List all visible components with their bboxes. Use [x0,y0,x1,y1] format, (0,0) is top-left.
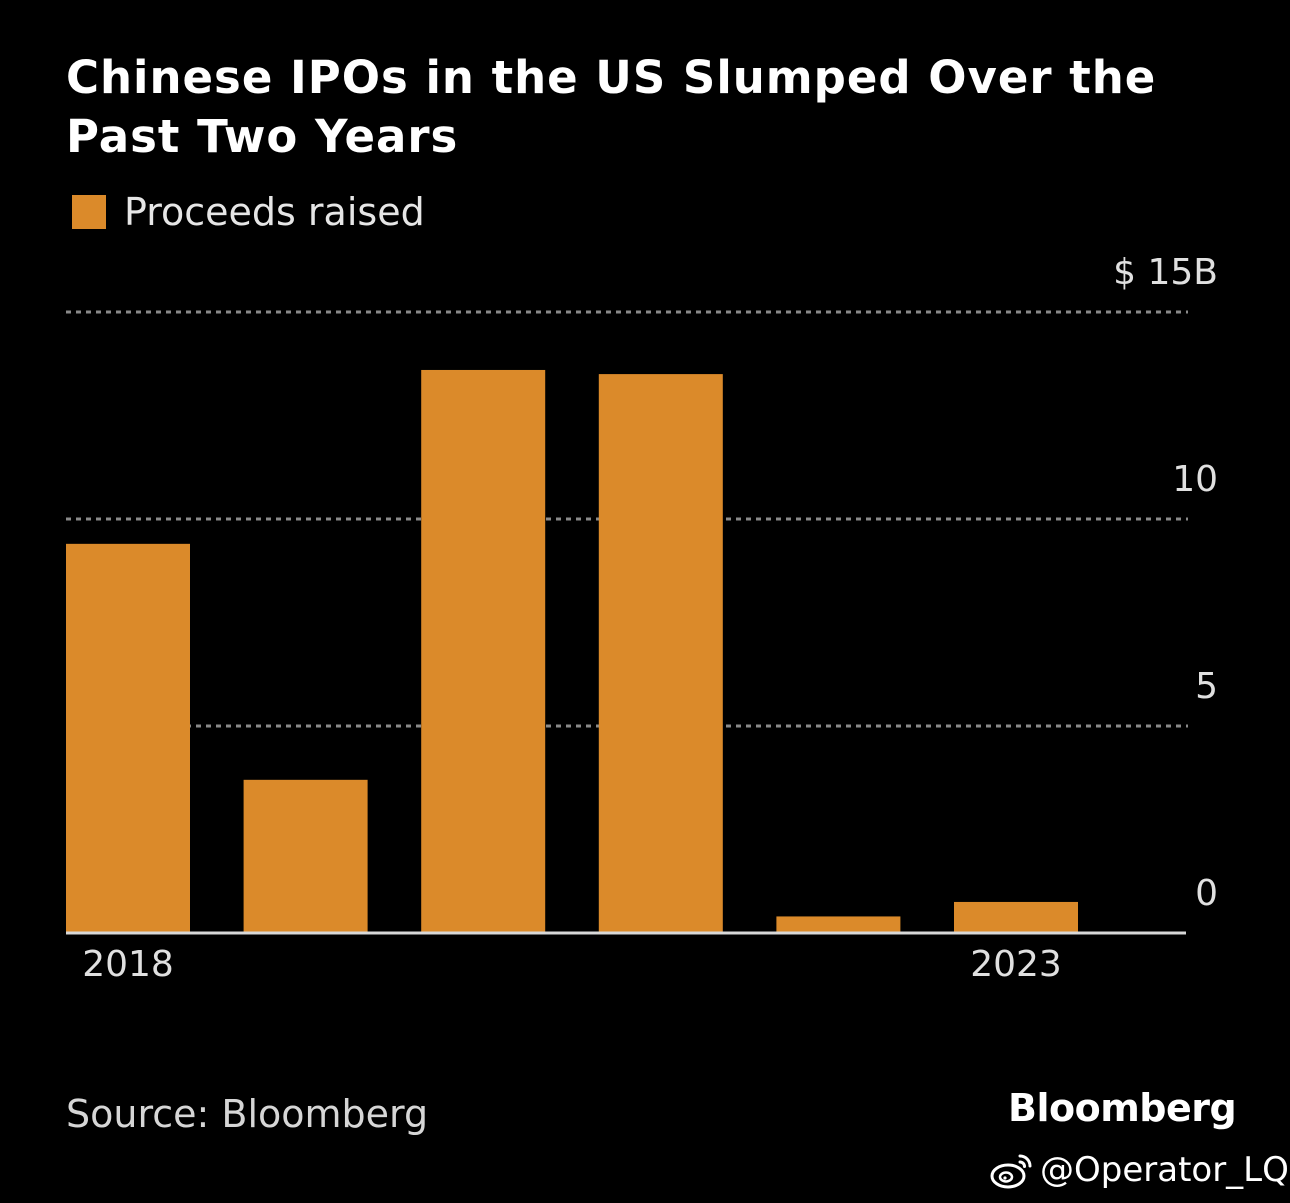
bar-2021 [598,374,723,934]
chart-title: Chinese IPOs in the US Slumped Over the … [66,51,1157,163]
bar-2022 [776,916,901,933]
y-tick-label: 0 [1195,873,1218,914]
source-note: Source: Bloomberg [66,1092,429,1136]
legend: Proceeds raised [72,188,425,236]
watermark: @Operator_LQ [990,1150,1289,1190]
legend-swatch [72,195,106,229]
bar-2020 [421,369,546,934]
x-axis-ticks: 2018 2023 [82,944,1062,985]
x-tick-label: 2018 [82,944,174,985]
y-axis-ticks: 0 5 10 $ 15B [1113,252,1218,914]
bar-2018 [66,543,190,933]
bar-2019 [243,779,368,933]
x-tick-label: 2023 [970,944,1062,985]
bloomberg-logo: Bloomberg [1008,1086,1237,1130]
legend-label: Proceeds raised [124,190,425,234]
y-tick-label: 5 [1195,666,1218,707]
weibo-icon [990,1154,1032,1189]
bar-2023 [954,901,1078,933]
watermark-handle: @Operator_LQ [1040,1150,1289,1190]
y-tick-label: 10 [1172,459,1218,500]
bars [66,369,1078,934]
y-tick-label: $ 15B [1113,252,1218,293]
